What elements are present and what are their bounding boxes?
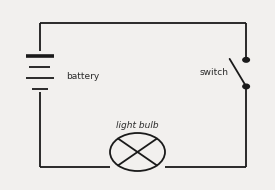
Text: light bulb: light bulb [116, 121, 159, 130]
Text: switch: switch [199, 68, 228, 77]
Circle shape [243, 84, 249, 89]
Circle shape [243, 58, 249, 62]
Text: battery: battery [66, 72, 99, 82]
